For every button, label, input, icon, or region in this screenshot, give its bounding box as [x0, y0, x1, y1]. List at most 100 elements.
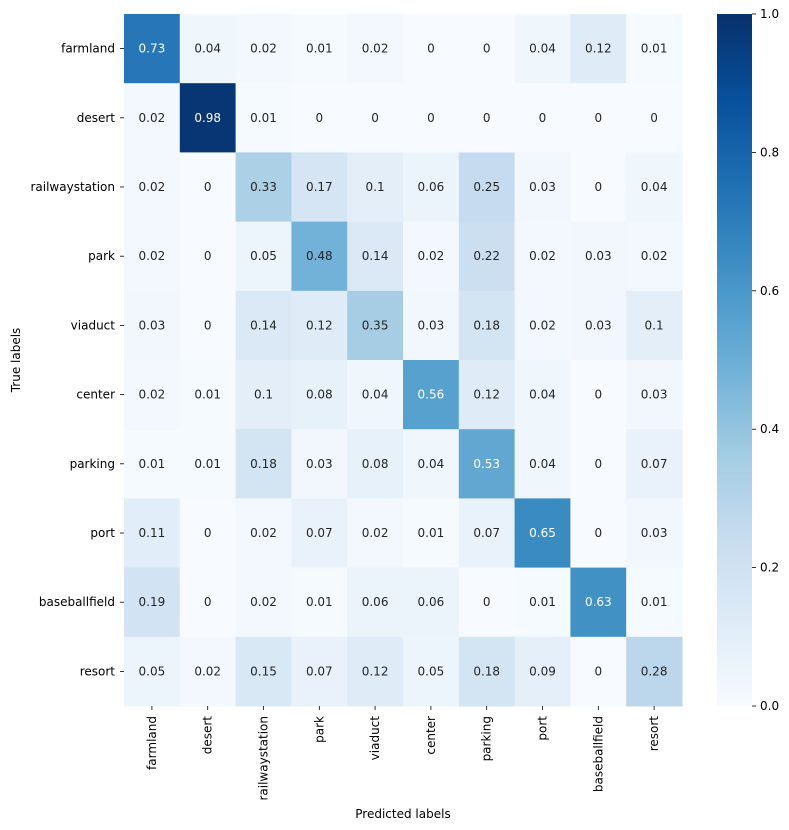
heatmap-cells	[124, 14, 683, 707]
cell-value-label: 0.25	[473, 180, 500, 194]
heatmap-cell-railwaystation-resort	[626, 152, 683, 223]
cell-value-label: 0.01	[306, 595, 333, 609]
heatmap-cell-baseballfield-railwaystation	[235, 567, 292, 638]
heatmap-cell-parking-resort	[626, 429, 683, 499]
cell-value-label: 0.01	[250, 111, 277, 125]
heatmap-cell-center-resort	[626, 360, 683, 430]
cell-value-label: 0.03	[418, 318, 445, 332]
x-tick-label-center: center	[424, 716, 438, 755]
cell-value-label: 0.06	[418, 595, 445, 609]
cell-value-label: 0.02	[529, 249, 556, 263]
cell-value-label: 0.14	[250, 318, 277, 332]
colorbar-gradient	[717, 14, 752, 706]
y-axis-ticks: farmland desert railwaystation park viaduct c…	[30, 42, 124, 678]
cell-value-label: 0.01	[641, 42, 668, 56]
heatmap-cell-baseballfield-baseballfield	[570, 567, 627, 638]
cell-value-label: 0.01	[306, 42, 333, 56]
heatmap-cell-railwaystation-center	[403, 152, 460, 223]
heatmap-cell-port-railwaystation	[235, 498, 292, 569]
heatmap-cell-viaduct-park	[291, 290, 348, 361]
colorbar-ticks: 0.0 0.2 0.4 0.6 0.8 1.0	[752, 7, 779, 713]
heatmap-cell-desert-railwaystation	[235, 83, 292, 153]
x-tick-label-railwaystation: railwaystation	[257, 716, 271, 801]
cell-value-label: 0.18	[473, 664, 500, 678]
cell-value-label: 0	[204, 526, 212, 540]
heatmap-cell-park-viaduct	[347, 221, 404, 292]
heatmap-cell-center-center	[403, 360, 460, 430]
heatmap-cell-park-farmland	[124, 221, 181, 292]
heatmap-cell-port-desert	[179, 498, 237, 569]
heatmap-cell-resort-desert	[179, 636, 237, 707]
heatmap-cell-resort-farmland	[124, 636, 181, 707]
heatmap-cell-park-resort	[626, 221, 683, 292]
heatmap-cell-farmland-desert	[179, 14, 237, 84]
heatmap-cell-parking-desert	[179, 429, 237, 499]
cell-value-label: 0.18	[473, 318, 500, 332]
heatmap-cell-port-center	[403, 498, 460, 569]
x-tick-label-farmland: farmland	[145, 716, 159, 770]
heatmap-cell-viaduct-baseballfield	[570, 290, 627, 361]
heatmap-cell-parking-parking	[458, 429, 516, 499]
heatmap-cell-center-park	[291, 360, 348, 430]
x-tick-label-baseballfield: baseballfield	[591, 716, 605, 792]
colorbar-tick-label: 0.0	[760, 699, 779, 713]
cell-value-label: 0.56	[418, 388, 445, 402]
heatmap-cell-desert-viaduct	[347, 83, 404, 153]
heatmap-cell-park-desert	[179, 221, 237, 292]
heatmap-cell-farmland-viaduct	[347, 14, 404, 84]
cell-value-label: 0.03	[641, 526, 668, 540]
heatmap-cell-park-port	[514, 221, 571, 292]
heatmap-cell-port-baseballfield	[570, 498, 627, 569]
heatmap-cell-desert-port	[514, 83, 571, 153]
cell-value-label: 0.07	[306, 526, 333, 540]
heatmap-cell-resort-railwaystation	[235, 636, 292, 707]
heatmap-cell-park-parking	[458, 221, 516, 292]
colorbar: 0.0 0.2 0.4 0.6 0.8 1.0	[717, 7, 779, 713]
heatmap-cell-center-desert	[179, 360, 237, 430]
cell-value-label: 0.18	[250, 457, 277, 471]
cell-value-label: 0.01	[529, 595, 556, 609]
cell-value-label: 0.02	[139, 180, 166, 194]
heatmap-cell-park-center	[403, 221, 460, 292]
cell-value-label: 0	[594, 180, 602, 194]
colorbar-tick-label: 1.0	[760, 7, 779, 21]
x-axis-ticks: farmland desert railwaystation park viaduct c…	[145, 706, 661, 801]
y-tick-label-desert: desert	[77, 111, 116, 125]
cell-value-label: 0	[594, 526, 602, 540]
heatmap-cell-center-port	[514, 360, 571, 430]
cell-value-label: 0.03	[306, 457, 333, 471]
cell-value-label: 0	[204, 180, 212, 194]
heatmap-cell-baseballfield-parking	[458, 567, 516, 638]
heatmap-cell-parking-port	[514, 429, 571, 499]
cell-value-label: 0.01	[418, 526, 445, 540]
cell-value-label: 0.03	[641, 388, 668, 402]
heatmap-cell-viaduct-resort	[626, 290, 683, 361]
heatmap-cell-park-baseballfield	[570, 221, 627, 292]
cell-value-label: 0.98	[194, 111, 221, 125]
cell-value-label: 0.12	[473, 388, 500, 402]
cell-value-label: 0.35	[362, 318, 389, 332]
cell-value-label: 0.22	[473, 249, 500, 263]
cell-value-label: 0.11	[139, 526, 166, 540]
colorbar-tick-label: 0.8	[760, 145, 779, 159]
cell-value-label: 0	[371, 111, 379, 125]
heatmap-cell-parking-farmland	[124, 429, 181, 499]
cell-value-label: 0.02	[418, 249, 445, 263]
heatmap-cell-port-port	[514, 498, 571, 569]
heatmap-cell-labels: 0.73 0.04 0.02 0.01 0.02 0 0 0.04 0.12 0.01 0.02 0.…	[139, 42, 668, 679]
heatmap-cell-railwaystation-railwaystation	[235, 152, 292, 223]
heatmap-cell-viaduct-center	[403, 290, 460, 361]
heatmap-cell-port-resort	[626, 498, 683, 569]
heatmap-cell-farmland-park	[291, 14, 348, 84]
cell-value-label: 0.01	[641, 595, 668, 609]
cell-value-label: 0	[594, 664, 602, 678]
cell-value-label: 0.1	[254, 388, 273, 402]
heatmap-cell-center-baseballfield	[570, 360, 627, 430]
heatmap-cell-parking-center	[403, 429, 460, 499]
heatmap-cell-railwaystation-viaduct	[347, 152, 404, 223]
heatmap-cell-center-railwaystation	[235, 360, 292, 430]
heatmap-cell-park-railwaystation	[235, 221, 292, 292]
cell-value-label: 0.01	[194, 388, 221, 402]
cell-value-label: 0	[594, 457, 602, 471]
